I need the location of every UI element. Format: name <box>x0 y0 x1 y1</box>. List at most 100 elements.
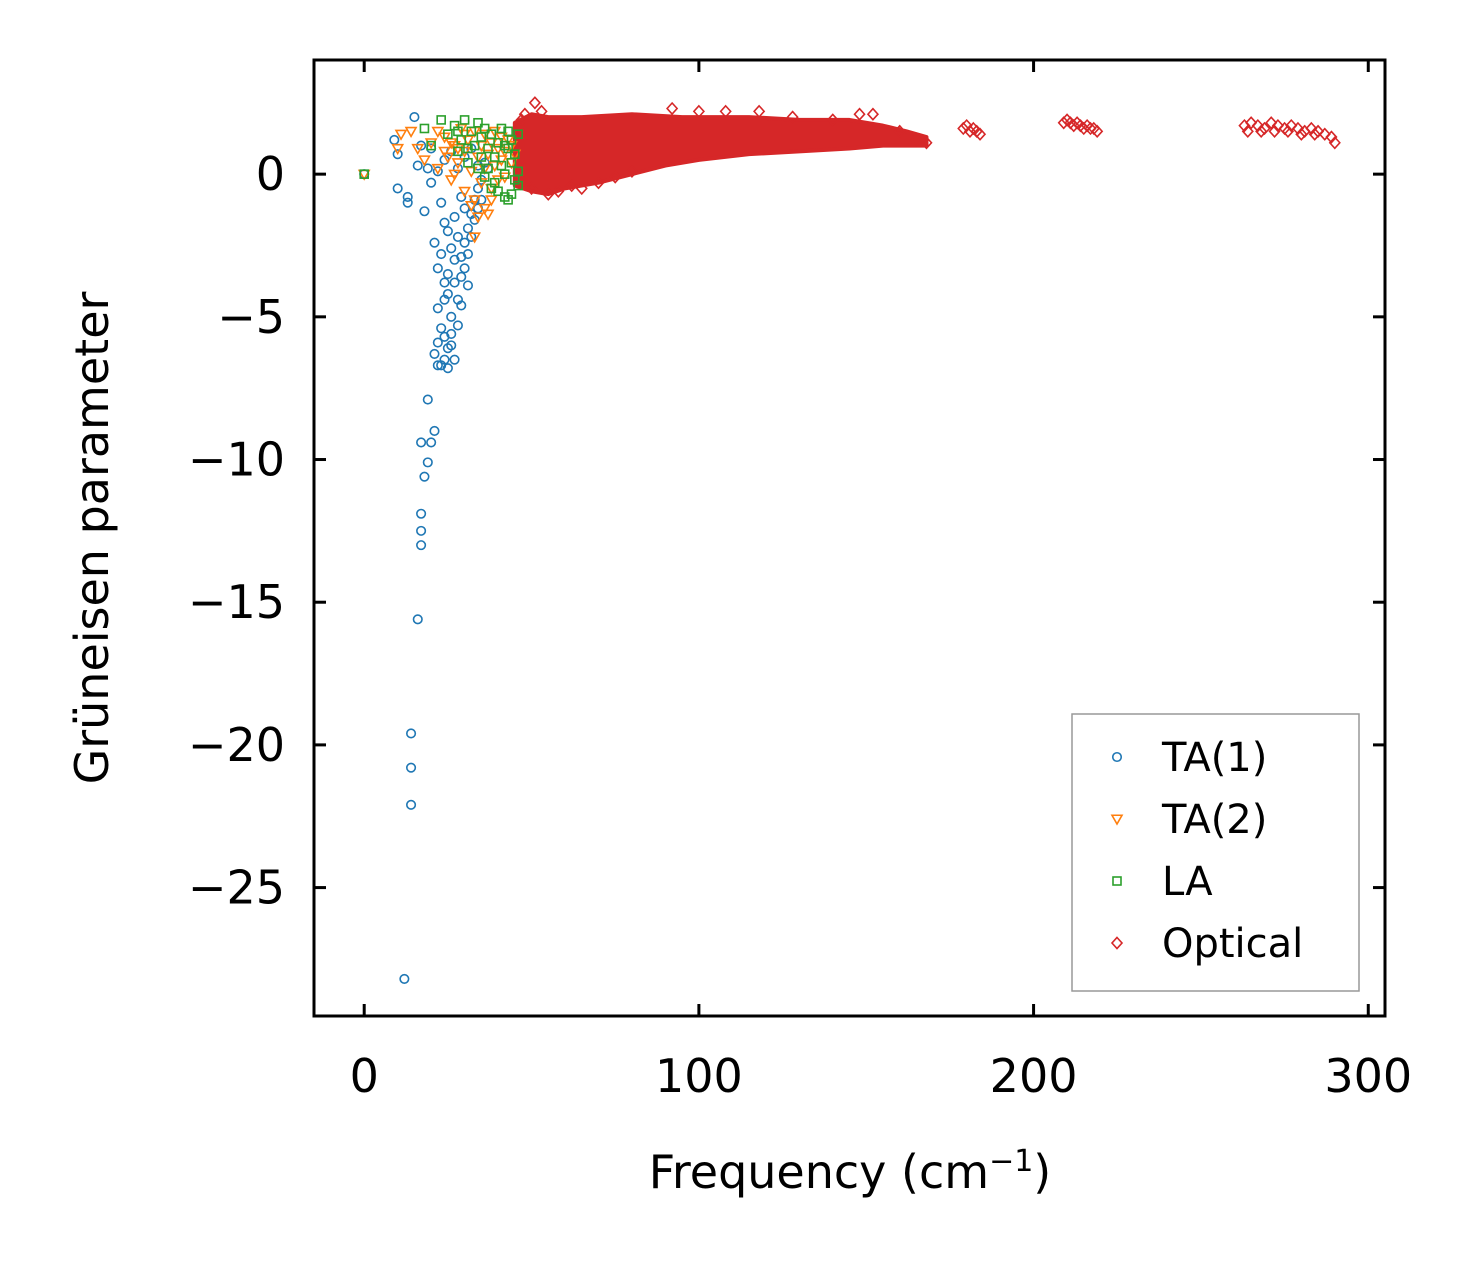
ta-1-point <box>449 211 460 223</box>
la-point <box>476 152 487 162</box>
la-point <box>479 172 490 182</box>
la-point <box>459 115 470 125</box>
optical-point <box>535 104 548 119</box>
plot-area <box>357 96 1341 984</box>
optical-point <box>1084 121 1097 136</box>
ta-1-point <box>416 437 427 448</box>
la-point <box>479 123 490 134</box>
ta-1-point <box>446 328 457 340</box>
la-point <box>463 143 473 154</box>
optical-point <box>1271 118 1284 133</box>
legend-marker <box>1112 876 1122 886</box>
ta-1-point <box>422 163 433 174</box>
ta-2-point <box>444 138 458 150</box>
ta-1-point <box>426 437 437 448</box>
ta-1-point <box>452 320 463 331</box>
ta-1-point <box>472 183 484 194</box>
legend-label: TA(2) <box>1161 797 1267 843</box>
optical-point <box>666 101 679 116</box>
ta-1-point <box>402 191 413 203</box>
ta-1-point <box>416 540 427 551</box>
optical-point <box>1091 124 1104 139</box>
ta-2-point <box>458 186 471 198</box>
ta-1-point <box>459 237 470 248</box>
optical-point <box>786 110 799 124</box>
ta-1-point <box>432 263 443 274</box>
ta-1-point <box>432 360 443 371</box>
ta-1-point <box>449 354 460 365</box>
la-point <box>499 169 510 179</box>
ta-1-point <box>406 762 417 773</box>
x-tick-label: 200 <box>990 1049 1078 1103</box>
ta-2-point <box>394 129 408 141</box>
ta-2-point <box>485 195 498 207</box>
legend-marker <box>1110 936 1124 950</box>
ta-1-point <box>432 166 443 177</box>
y-tick-label: −20 <box>188 718 285 772</box>
la-point <box>496 123 507 134</box>
ta-2-point <box>431 126 445 138</box>
la-point <box>473 117 483 128</box>
ta-2-point <box>431 163 445 176</box>
ta-2-point <box>391 143 405 156</box>
ta-1-point <box>426 177 437 188</box>
ta-2-point <box>451 143 465 156</box>
ta-1-point <box>436 323 447 334</box>
series-optical <box>512 96 1341 201</box>
optical-point <box>957 121 970 136</box>
y-tick-label: −10 <box>188 433 285 487</box>
la-point <box>493 186 503 197</box>
optical-point <box>920 136 933 150</box>
legend-label: Optical <box>1162 921 1303 967</box>
ta-1-point <box>399 973 410 984</box>
optical-point <box>1265 116 1278 130</box>
y-axis-label: Grüneisen parameter <box>65 291 119 784</box>
ta-1-point <box>429 237 440 248</box>
ta-1-point <box>436 197 447 208</box>
ta-2-point <box>438 146 451 158</box>
ta-1-point <box>446 243 457 254</box>
ta-1-point <box>449 277 460 288</box>
legend-label: LA <box>1162 859 1213 905</box>
ta-1-point <box>409 112 420 123</box>
optical-point <box>525 181 538 196</box>
ta-1-point <box>432 337 443 348</box>
y-tick-label: −5 <box>217 290 285 344</box>
la-point <box>493 137 503 148</box>
la-point <box>499 140 510 151</box>
optical-point <box>1281 124 1295 139</box>
y-tick-label: 0 <box>256 147 285 201</box>
la-point <box>489 152 500 162</box>
ta-1-point <box>432 303 443 314</box>
ta-2-point <box>441 152 455 164</box>
optical-point <box>518 107 531 121</box>
ta-1-point <box>422 394 433 405</box>
optical-point <box>575 181 588 196</box>
axis-ticks: 0 100 200 300 0 −5 −10 −15 −20 −25 <box>188 60 1412 1103</box>
la-point <box>513 129 523 139</box>
optical-point <box>753 104 766 119</box>
optical-point <box>1325 130 1338 144</box>
optical-point <box>853 107 866 121</box>
la-point <box>466 126 477 137</box>
la-point <box>359 169 370 179</box>
optical-point <box>609 170 622 184</box>
x-tick-label: 100 <box>655 1049 743 1103</box>
ta-2-point <box>481 209 495 221</box>
optical-point <box>1245 116 1258 130</box>
ta-1-point <box>456 271 467 282</box>
la-point <box>436 115 446 125</box>
plot-frame <box>312 58 1387 1018</box>
ta-1-point <box>412 160 423 171</box>
ta-1-point <box>439 277 450 288</box>
optical-point <box>893 124 906 139</box>
la-point <box>443 129 453 139</box>
x-axis-label: Frequency (cm−1) <box>649 1144 1052 1200</box>
ta-1-point <box>419 206 430 217</box>
ta-2-point <box>444 175 458 187</box>
la-point <box>486 183 497 194</box>
optical-point <box>1305 121 1318 136</box>
ta-2-point <box>491 175 505 187</box>
